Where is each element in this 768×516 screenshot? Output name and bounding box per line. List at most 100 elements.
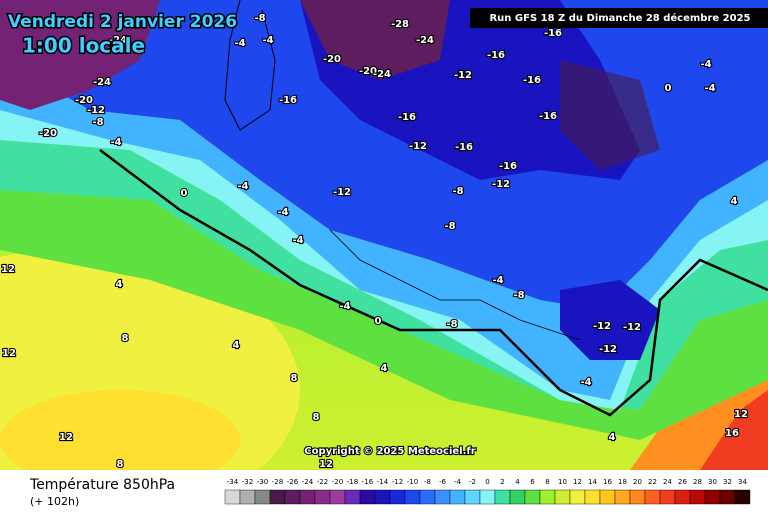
- scale-label: -34: [227, 478, 239, 486]
- scale-swatch: [239, 489, 256, 505]
- scale-label: 30: [708, 478, 717, 486]
- scale-label: -14: [377, 478, 389, 486]
- isotherm-label: 4: [116, 279, 123, 290]
- scale-swatch: [599, 489, 616, 505]
- isotherm-label: -16: [398, 112, 416, 123]
- isotherm-label: 4: [609, 432, 616, 443]
- scale-label: -30: [257, 478, 268, 486]
- scale-label: 18: [618, 478, 627, 486]
- isotherm-label: -28: [391, 19, 409, 30]
- scale-swatch: [674, 489, 691, 505]
- isotherm-label: -4: [580, 377, 591, 388]
- scale-label: -28: [272, 478, 283, 486]
- cold-core: [560, 60, 660, 170]
- isotherm-label: -4: [237, 181, 248, 192]
- isotherm-label: -12: [623, 322, 641, 333]
- isotherm-label: -8: [254, 13, 265, 24]
- scale-label: -10: [407, 478, 418, 486]
- isotherm-label: -16: [544, 28, 562, 39]
- isotherm-label: -20: [75, 95, 93, 106]
- isotherm-label: -12: [409, 141, 427, 152]
- cold-core: [0, 0, 160, 110]
- isotherm-label: -24: [109, 35, 127, 46]
- isotherm-label: -8: [444, 221, 455, 232]
- scale-swatch: [704, 489, 721, 505]
- scale-swatch: [479, 489, 496, 505]
- field-title: Température 850hPa: [29, 477, 175, 493]
- isotherm-label: -8: [452, 186, 463, 197]
- scale-swatch: [299, 489, 316, 505]
- scale-label: 4: [515, 478, 520, 486]
- isotherm-label: 0: [181, 188, 188, 199]
- isotherm-label: -4: [704, 83, 715, 94]
- scale-swatch: [434, 489, 451, 505]
- scale-label: -6: [439, 478, 447, 486]
- scale-label: -32: [242, 478, 253, 486]
- scale-label: 32: [723, 478, 732, 486]
- copyright: Copyright © 2025 Meteociel.fr: [304, 446, 475, 457]
- isotherm-label: -4: [110, 137, 121, 148]
- isotherm-label: -20: [359, 66, 377, 77]
- scale-swatch: [254, 489, 271, 505]
- run-banner: [470, 8, 768, 28]
- scale-swatch: [644, 489, 661, 505]
- isotherm-label: -20: [323, 54, 341, 65]
- isotherm-label: 8: [313, 412, 320, 423]
- scale-swatch: [284, 489, 301, 505]
- scale-label: -18: [347, 478, 358, 486]
- cold-zone: [0, 140, 768, 410]
- scale-swatch: [689, 489, 706, 505]
- scale-swatch: [329, 489, 346, 505]
- scale-label: 24: [663, 478, 672, 486]
- scale-label: -16: [362, 478, 374, 486]
- warm-zone: [700, 390, 768, 470]
- scale-swatch: [224, 489, 241, 505]
- isotherm-label: -4: [492, 275, 503, 286]
- scale-swatch: [539, 489, 556, 505]
- scale-swatch: [569, 489, 586, 505]
- scale-swatch: [359, 489, 376, 505]
- scale-label: 8: [545, 478, 549, 486]
- scale-swatch: [464, 489, 481, 505]
- isotherm-label: 12: [319, 459, 333, 470]
- scale-label: -2: [469, 478, 476, 486]
- isotherm-label: 12: [734, 409, 748, 420]
- isotherm-label: -16: [455, 142, 473, 153]
- isotherm-label: 0: [665, 83, 672, 94]
- isotherm-label: 8: [117, 459, 124, 470]
- isotherm-label: -12: [593, 321, 611, 332]
- scale-label: 16: [603, 478, 612, 486]
- isotherm-label: -24: [93, 77, 111, 88]
- isotherm-label: 4: [233, 340, 240, 351]
- scale-swatch: [584, 489, 601, 505]
- isotherm-label: 12: [2, 348, 16, 359]
- scale-label: 34: [738, 478, 747, 486]
- cold-core: [300, 0, 450, 80]
- isotherm-label: 0: [375, 316, 382, 327]
- coastline: [329, 229, 581, 341]
- isotherm-label: -4: [234, 38, 245, 49]
- scale-label: 28: [693, 478, 702, 486]
- isotherm-label: -8: [92, 117, 103, 128]
- scale-swatch: [659, 489, 676, 505]
- scale-label: 22: [648, 478, 657, 486]
- scale-swatch: [524, 489, 541, 505]
- scale-swatch: [734, 489, 751, 505]
- isotherm-label: 12: [1, 264, 15, 275]
- isotherm-label: -12: [454, 70, 472, 81]
- scale-swatch: [554, 489, 571, 505]
- scale-label: -4: [454, 478, 462, 486]
- cold-zone: [0, 110, 768, 410]
- isotherm-label: -4: [700, 59, 711, 70]
- isotherm-label: -4: [277, 207, 288, 218]
- isotherm-label: 12: [59, 432, 73, 443]
- isotherm-label: -12: [87, 105, 105, 116]
- isotherm-label: 16: [725, 428, 739, 439]
- scale-label: -20: [332, 478, 343, 486]
- isotherm-label: -24: [416, 35, 434, 46]
- isotherm-label: -4: [339, 301, 350, 312]
- scale-label: 10: [558, 478, 567, 486]
- scale-label: 20: [633, 478, 642, 486]
- isotherm-label: -20: [39, 128, 57, 139]
- warm-zone: [0, 390, 240, 490]
